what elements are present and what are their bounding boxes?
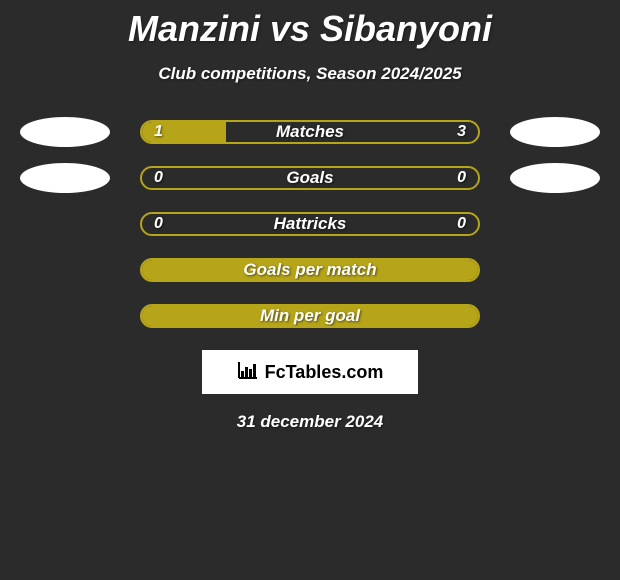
branding-badge: FcTables.com [202,350,418,394]
player-oval-left [20,163,110,193]
player-oval-right [510,163,600,193]
stat-bar: Goals per match [140,258,480,282]
stat-bar: 00Goals [140,166,480,190]
stat-bar: Min per goal [140,304,480,328]
stats-container: 13Matches 00Goals 00Hattricks Goals per mat… [0,120,620,328]
stat-row: Min per goal [0,304,620,328]
stat-row: 13Matches [0,120,620,144]
stat-row: 00Hattricks [0,212,620,236]
page-subtitle: Club competitions, Season 2024/2025 [0,64,620,84]
bar-chart-icon [237,360,259,385]
page-date: 31 december 2024 [0,412,620,432]
stat-label: Min per goal [142,306,478,326]
stat-row: 00Goals [0,166,620,190]
page-title: Manzini vs Sibanyoni [0,0,620,50]
stat-row: Goals per match [0,258,620,282]
stat-bar: 13Matches [140,120,480,144]
stat-label: Matches [142,122,478,142]
stat-label: Goals [142,168,478,188]
stat-label: Goals per match [142,260,478,280]
branding-text: FcTables.com [265,362,384,383]
stat-bar: 00Hattricks [140,212,480,236]
player-oval-right [510,117,600,147]
player-oval-left [20,117,110,147]
stat-label: Hattricks [142,214,478,234]
